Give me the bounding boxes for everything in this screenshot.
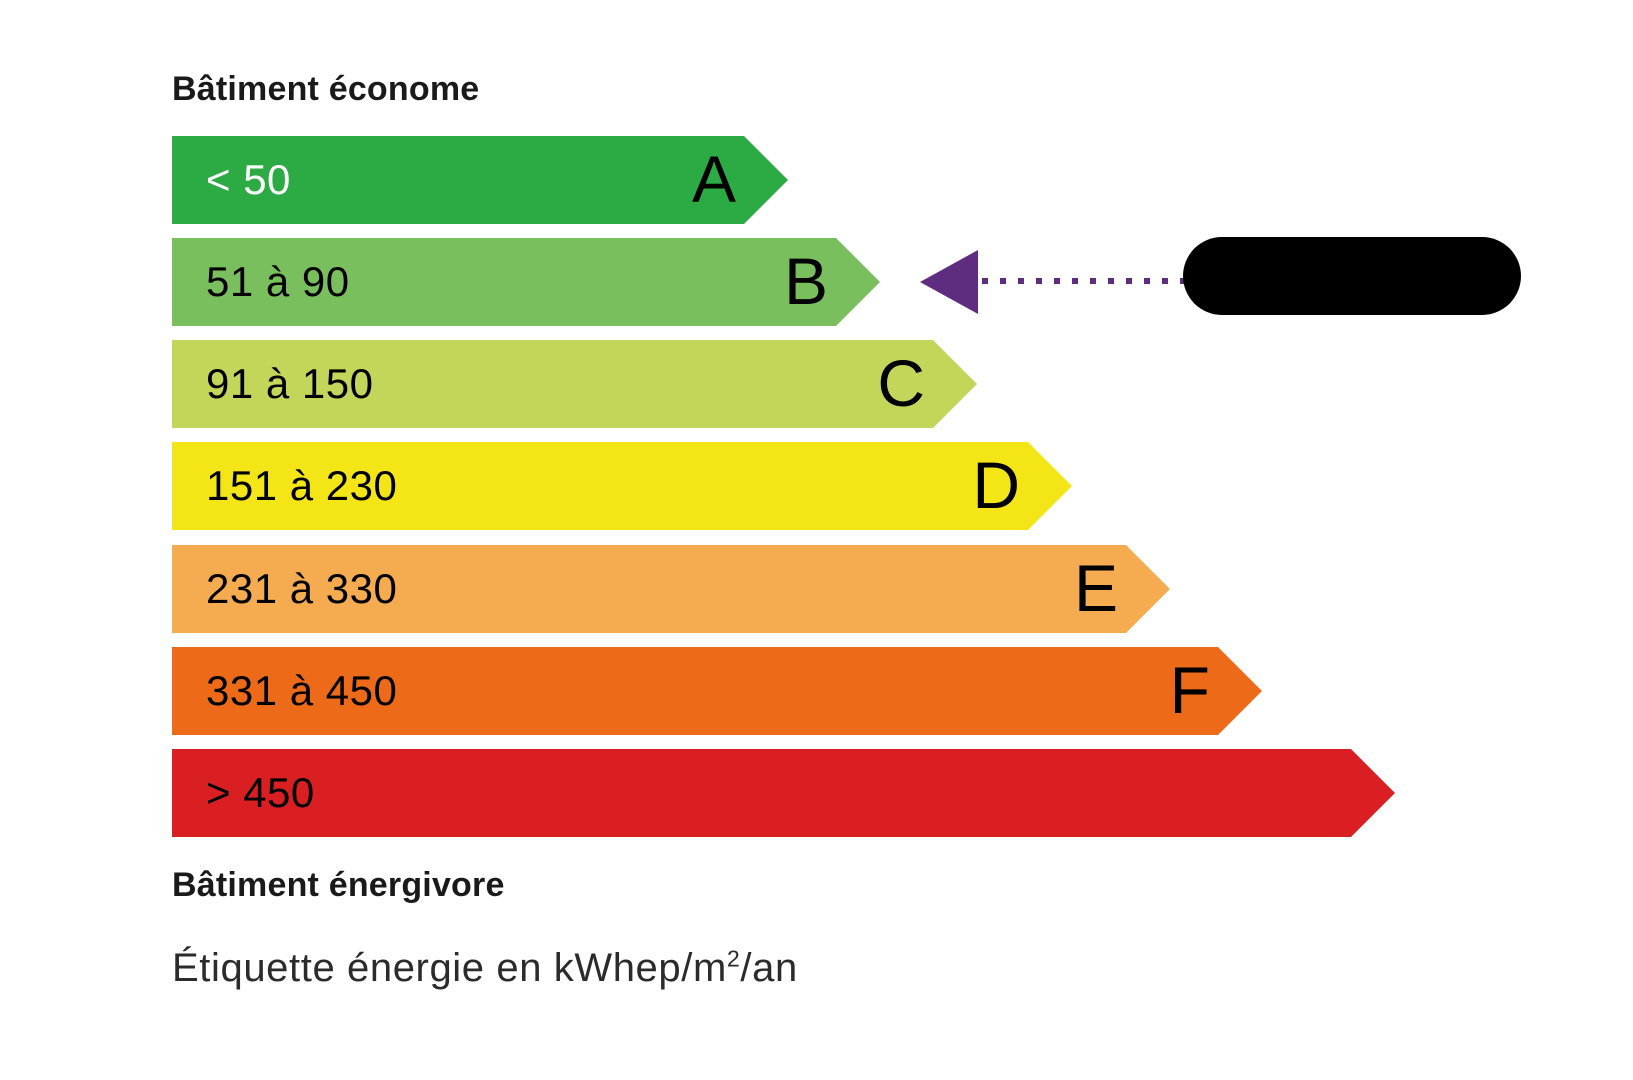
caption-energy-units: Étiquette énergie en kWhep/m2/an (172, 946, 798, 991)
bar-shape-d (172, 442, 1072, 530)
bar-range-f: 331 à 450 (206, 667, 398, 714)
energy-class-bar-e[interactable]: 231 à 330 E (172, 545, 1170, 633)
bar-letter-f: F (1169, 653, 1210, 727)
bar-range-g: > 450 (206, 769, 315, 816)
bar-letter-b: B (783, 244, 828, 318)
energy-class-bar-b[interactable]: 51 à 90 B (172, 238, 880, 326)
energy-class-bar-g[interactable]: > 450 (172, 749, 1395, 837)
bar-letter-c: C (877, 346, 925, 420)
bar-range-e: 231 à 330 (206, 565, 398, 612)
bar-letter-a: A (691, 142, 736, 216)
bar-shape-a (172, 136, 788, 224)
caption-energy-hungry-building: Bâtiment énergivore (172, 866, 505, 904)
bar-range-c: 91 à 150 (206, 360, 374, 407)
bar-shape-f (172, 647, 1262, 735)
energy-class-bar-a[interactable]: < 50 A (172, 136, 788, 224)
units-exponent: 2 (726, 945, 741, 972)
units-prefix: Étiquette énergie en kWhep/m (172, 946, 727, 990)
bar-shape-e (172, 545, 1170, 633)
bar-range-d: 151 à 230 (206, 462, 398, 509)
units-suffix: /an (740, 946, 798, 990)
energy-class-bar-f[interactable]: 331 à 450 F (172, 647, 1262, 735)
energy-class-bar-d[interactable]: 151 à 230 D (172, 442, 1072, 530)
energy-class-bar-c[interactable]: 91 à 150 C (172, 340, 977, 428)
bar-range-a: < 50 (206, 156, 291, 203)
bar-letter-d: D (972, 448, 1020, 522)
bar-letter-e: E (1073, 551, 1118, 625)
bar-shape-b (172, 238, 880, 326)
bar-shape-c (172, 340, 977, 428)
bar-shape-g (172, 749, 1395, 837)
caption-efficient-building: Bâtiment économe (172, 70, 480, 108)
bar-range-b: 51 à 90 (206, 258, 350, 305)
